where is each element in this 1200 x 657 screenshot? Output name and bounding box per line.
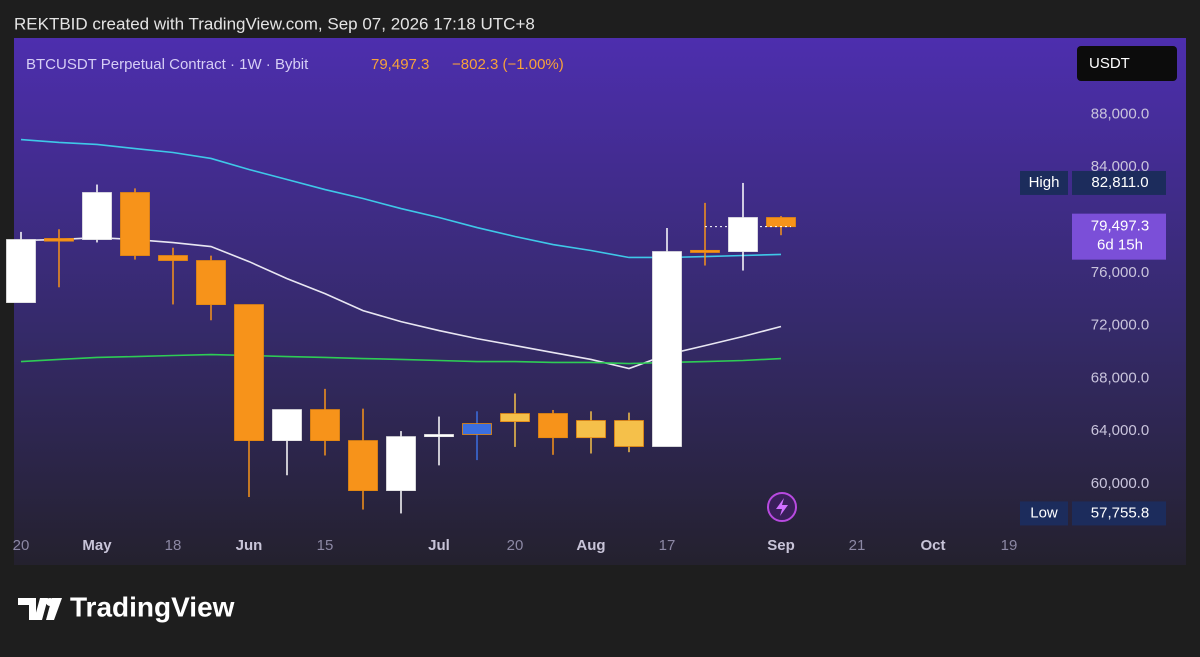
candle-body bbox=[120, 192, 150, 256]
x-tick-label: 18 bbox=[165, 537, 182, 554]
candle-body bbox=[6, 239, 36, 303]
symbol: BTCUSDT Perpetual Contract · 1W · Bybit bbox=[26, 56, 309, 73]
countdown: 6d 15h bbox=[1097, 237, 1143, 254]
last-price: 79,497.3 bbox=[371, 56, 429, 73]
change: −802.3 (−1.00%) bbox=[452, 56, 564, 73]
y-tick-label: 60,000.0 bbox=[1091, 475, 1149, 492]
candle-body bbox=[386, 436, 416, 491]
y-tick-label: 88,000.0 bbox=[1091, 105, 1149, 122]
candle-body bbox=[690, 249, 720, 253]
plot: 60,000.0 64,000.0 68,000.0 72,000.0 76,000.0… bbox=[6, 105, 1166, 554]
marker-name-box bbox=[1020, 501, 1068, 526]
currency[interactable]: USDT bbox=[1089, 55, 1130, 72]
marker-value-box bbox=[1072, 170, 1166, 195]
candle-body bbox=[158, 255, 188, 261]
candle-body bbox=[500, 413, 530, 422]
alert-icon[interactable] bbox=[767, 492, 797, 522]
candle-body bbox=[272, 409, 302, 441]
candle-body bbox=[424, 434, 454, 438]
y-tick-label: 68,000.0 bbox=[1091, 369, 1149, 386]
x-tick-label: Oct bbox=[920, 537, 945, 554]
candle-body bbox=[348, 440, 378, 491]
chart-panel bbox=[14, 38, 1186, 565]
marker-value-box bbox=[1072, 501, 1166, 526]
price-box bbox=[1072, 213, 1166, 260]
y-tick-label: 64,000.0 bbox=[1091, 422, 1149, 439]
x-tick-label: 20 bbox=[507, 537, 524, 554]
x-tick-label: Aug bbox=[576, 537, 605, 554]
candle-body bbox=[538, 413, 568, 439]
logo bbox=[18, 598, 62, 620]
marker-name: Low bbox=[1030, 504, 1058, 521]
candle-body bbox=[614, 420, 644, 447]
candle-body bbox=[196, 260, 226, 305]
candle-body bbox=[576, 420, 606, 439]
x-tick-label: 20 bbox=[13, 537, 30, 554]
brand: TradingView bbox=[70, 591, 235, 622]
y-tick-label: 76,000.0 bbox=[1091, 264, 1149, 281]
marker-name-box bbox=[1020, 170, 1068, 195]
candle-body bbox=[728, 217, 758, 252]
candle-body bbox=[462, 423, 492, 435]
candle-body bbox=[44, 238, 74, 242]
price-label: 79,497.3 bbox=[1091, 218, 1149, 235]
x-tick-label: 15 bbox=[317, 537, 334, 554]
candle-body bbox=[234, 304, 264, 441]
candle-body bbox=[652, 251, 682, 447]
x-tick-label: May bbox=[82, 537, 112, 554]
candle-body bbox=[82, 192, 112, 240]
header: REKTBID created with TradingView.com, Se… bbox=[14, 14, 535, 33]
candle-body bbox=[310, 409, 340, 441]
x-tick-label: Jun bbox=[236, 537, 263, 554]
x-tick-label: Sep bbox=[767, 537, 795, 554]
currency-button[interactable] bbox=[1077, 46, 1177, 81]
marker-value: 57,755.8 bbox=[1091, 504, 1149, 521]
y-tick-label: 72,000.0 bbox=[1091, 317, 1149, 334]
x-tick-label: Jul bbox=[428, 537, 450, 554]
x-tick-label: 21 bbox=[849, 537, 866, 554]
x-tick-label: 19 bbox=[1001, 537, 1018, 554]
marker-value: 82,811.0 bbox=[1091, 174, 1148, 191]
candle-body bbox=[766, 217, 796, 228]
x-tick-label: 17 bbox=[659, 537, 676, 554]
marker-name: High bbox=[1029, 174, 1060, 191]
